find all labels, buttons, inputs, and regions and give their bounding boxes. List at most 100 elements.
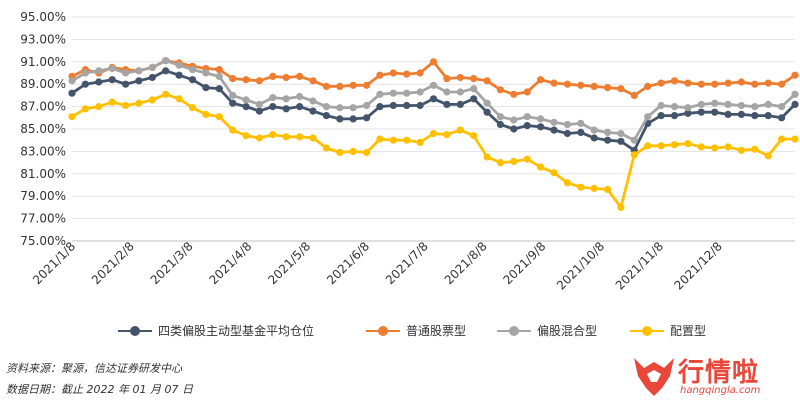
series-point-0 (563, 129, 572, 138)
series-point-3 (577, 183, 585, 191)
series-point-3 (309, 134, 317, 142)
series-point-3 (510, 157, 518, 166)
series-point-2 (670, 103, 679, 111)
series-point-0 (764, 112, 772, 120)
legend-label: 四类偏股主动型基金平均仓位 (158, 324, 315, 338)
series-point-3 (215, 113, 223, 121)
series-point-2 (188, 66, 197, 74)
y-tick-label: 85.00% (20, 122, 66, 136)
series-point-0 (389, 101, 397, 110)
series-point-1 (255, 77, 263, 85)
series-point-2 (737, 101, 746, 110)
series-point-3 (188, 104, 197, 112)
series-point-0 (577, 128, 585, 136)
series-point-1 (456, 73, 464, 82)
legend-item-allocation: 配置型 (630, 322, 706, 339)
series-point-2 (175, 61, 183, 69)
series-point-1 (751, 80, 759, 88)
y-tick-label: 77.00% (20, 212, 66, 226)
series-point-0 (403, 101, 411, 110)
series-point-2 (537, 115, 545, 123)
data-date-note: 数据日期：截止 2022 年 01 月 07 日 (6, 383, 193, 396)
series-point-0 (95, 78, 103, 86)
x-tick-label: 2021/8/8 (442, 239, 490, 287)
series-point-2 (751, 103, 759, 111)
series-point-1 (590, 82, 598, 90)
series-point-2 (242, 96, 250, 104)
series-point-1 (737, 78, 746, 86)
series-point-0 (242, 103, 250, 111)
series-point-2 (764, 100, 772, 108)
series-point-0 (604, 136, 612, 144)
series-point-2 (309, 97, 317, 105)
watermark-text: 行情啦 (678, 358, 760, 388)
series-point-1 (644, 82, 652, 90)
x-tick-label: 2021/4/8 (207, 239, 255, 287)
y-tick-label: 81.00% (20, 167, 66, 181)
series-point-3 (282, 133, 290, 141)
series-point-1 (282, 73, 290, 82)
series-point-3 (403, 136, 411, 144)
series-point-1 (376, 71, 384, 79)
series-point-1 (363, 81, 371, 89)
series-point-3 (95, 103, 103, 111)
series-point-3 (778, 135, 786, 143)
series-point-1 (296, 72, 304, 80)
series-point-2 (108, 64, 116, 73)
y-tick-label: 91.00% (20, 55, 66, 69)
series-point-1 (416, 69, 424, 77)
y-tick-label: 93.00% (20, 32, 66, 46)
series-point-3 (670, 141, 679, 149)
series-point-0 (737, 110, 746, 118)
series-point-0 (778, 114, 786, 122)
x-axis: 2021/1/8 2021/2/8 2021/3/8 2021/4/8 2021/5/8… (30, 239, 725, 292)
watermark: 行情啦 hangqingla.com (632, 352, 797, 404)
legend-label: 普通股票型 (406, 324, 467, 338)
series-point-0 (81, 80, 89, 88)
series-point-2 (135, 67, 143, 75)
series-point-3 (269, 131, 277, 139)
series-point-2 (684, 104, 692, 112)
flame-bull-icon (634, 358, 674, 396)
series-point-3 (229, 126, 237, 134)
series-point-1 (389, 69, 397, 77)
series-point-0 (229, 99, 237, 107)
series-point-0 (322, 112, 330, 120)
series-point-0 (711, 108, 719, 116)
series-point-3 (617, 203, 625, 211)
line-chart: 95.00% 93.00% 91.00% 89.00% 87.00% 85.00% 83.0… (20, 10, 799, 293)
series-point-2 (470, 85, 478, 93)
series-point-0 (590, 134, 598, 142)
series-point-3 (496, 159, 504, 167)
series-point-2 (336, 104, 344, 112)
series-point-0 (751, 112, 759, 120)
series-point-3 (389, 136, 397, 144)
series-point-0 (336, 115, 344, 123)
series-point-2 (657, 101, 665, 110)
series-point-0 (309, 107, 317, 115)
series-point-2 (403, 89, 411, 97)
series-point-2 (496, 113, 504, 121)
series-point-2 (617, 129, 625, 138)
series-point-3 (242, 132, 250, 140)
series-point-0 (684, 109, 692, 117)
series-point-2 (389, 89, 397, 97)
series-point-0 (657, 112, 665, 120)
series-point-3 (483, 153, 491, 161)
series-point-2 (577, 119, 585, 127)
series-point-0 (175, 71, 183, 79)
series-point-1 (630, 91, 638, 99)
series-point-3 (81, 105, 89, 113)
series-point-3 (550, 169, 558, 177)
legend-item-stock: 普通股票型 (366, 322, 466, 339)
series-point-2 (215, 72, 223, 80)
series-point-0 (697, 108, 705, 116)
series-point-2 (523, 113, 531, 121)
series-point-3 (349, 147, 357, 155)
series-point-3 (202, 110, 210, 118)
series-point-0 (148, 73, 156, 82)
series-point-2 (68, 77, 76, 85)
series-point-2 (376, 90, 384, 98)
series-point-2 (148, 63, 156, 71)
series-point-3 (376, 135, 384, 143)
